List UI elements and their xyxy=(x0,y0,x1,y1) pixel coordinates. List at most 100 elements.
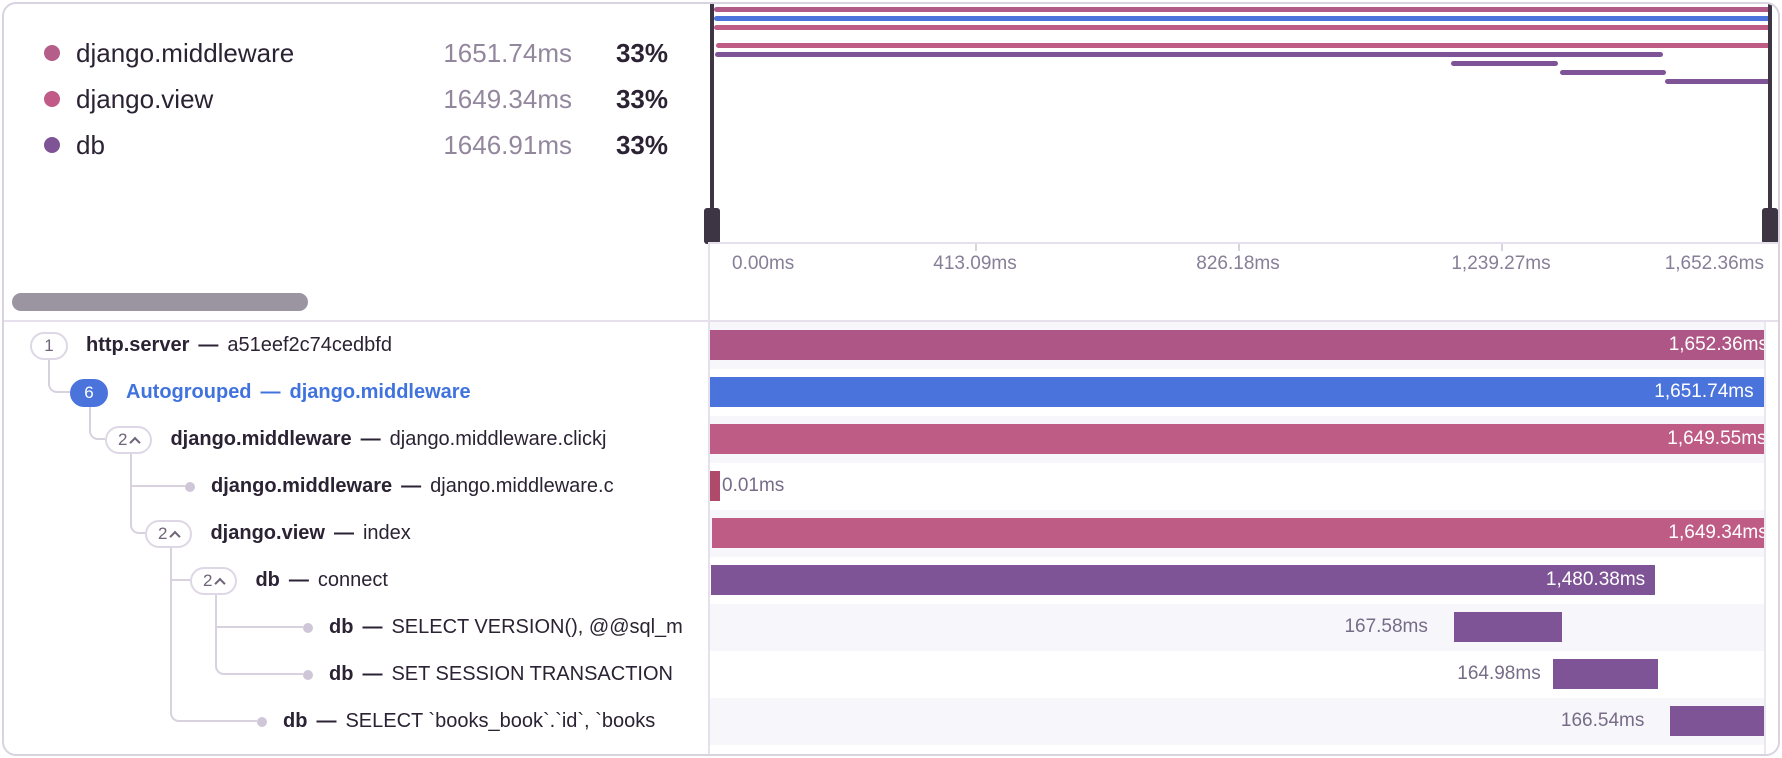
span-tree-cell: django.middleware — django.middleware.c xyxy=(4,463,710,510)
minimap-left-drag-handle[interactable] xyxy=(704,208,720,244)
chevron-up-icon xyxy=(169,530,182,543)
span-children-count-badge[interactable]: 2 xyxy=(145,519,193,548)
autogroup-count-badge[interactable]: 6 xyxy=(70,378,108,407)
leaf-dot-icon xyxy=(185,481,195,492)
span-row-db-select-version[interactable]: db — SELECT VERSION(), @@sql_m 167.58ms xyxy=(4,604,1778,651)
span-separator: — xyxy=(260,381,281,403)
span-separator: — xyxy=(360,428,381,450)
span-row-autogrouped[interactable]: 6 Autogrouped — django.middleware 1,651.74… xyxy=(4,369,1778,416)
trace-minimap[interactable] xyxy=(704,4,1778,244)
span-duration-label: 164.98ms xyxy=(1457,663,1541,684)
panel-divider[interactable] xyxy=(708,242,710,754)
span-duration-label: 0.01ms xyxy=(722,475,785,496)
span-bar-cell: 0.01ms xyxy=(710,463,1764,510)
span-tree-cell: 2 django.view — index xyxy=(4,510,710,557)
op-percent: 33% xyxy=(615,129,668,160)
span-separator: — xyxy=(362,616,383,638)
axis-tick-label: 1,239.27ms xyxy=(1451,253,1551,274)
span-duration-label: 1,649.55ms xyxy=(1667,428,1767,449)
span-row-db-set-session[interactable]: db — SET SESSION TRANSACTION 164.98ms xyxy=(4,651,1778,698)
minimap-left-boundary xyxy=(710,4,714,210)
time-axis: 0.00ms 413.09ms 826.18ms 1,239.27ms 1,65… xyxy=(708,242,1778,284)
minimap-span-bar xyxy=(715,43,1772,48)
op-percent: 33% xyxy=(615,83,668,114)
span-tree-cell: 2 django.middleware — django.middleware.cl… xyxy=(4,416,710,463)
span-description: django.middleware xyxy=(289,381,471,403)
span-children-count-badge[interactable]: 1 xyxy=(30,331,68,360)
span-bar-cell: 1,649.55ms xyxy=(710,416,1778,463)
op-percent: 33% xyxy=(615,37,668,68)
span-op: http.server xyxy=(86,334,190,356)
span-description: index xyxy=(362,522,411,544)
axis-tick-label: 826.18ms xyxy=(1196,253,1280,274)
span-duration-bar[interactable]: 1,652.36ms xyxy=(710,330,1778,360)
horizontal-scrollbar-thumb[interactable] xyxy=(12,293,308,311)
span-row-django-view[interactable]: 2 django.view — index 1,649.34ms xyxy=(4,510,1778,557)
span-description: django.middleware.c xyxy=(430,475,614,497)
ops-breakdown-row: django.view 1649.34ms 33% xyxy=(4,76,704,122)
leaf-dot-icon xyxy=(303,622,313,633)
span-duration-bar[interactable]: 1,649.34ms xyxy=(711,518,1778,548)
span-duration-label: 1,652.36ms xyxy=(1668,334,1768,355)
span-children-count-badge[interactable]: 2 xyxy=(190,566,238,595)
minimap-right-drag-handle[interactable] xyxy=(1762,208,1778,244)
op-duration: 1646.91ms xyxy=(443,129,572,160)
span-separator: — xyxy=(401,475,422,497)
time-axis-inner: 0.00ms 413.09ms 826.18ms 1,239.27ms 1,65… xyxy=(712,244,1764,284)
span-children-count-badge[interactable]: 2 xyxy=(105,425,153,454)
span-tree-cell: db — SET SESSION TRANSACTION xyxy=(4,651,710,698)
op-name: db xyxy=(76,129,105,160)
span-duration-label: 1,649.34ms xyxy=(1668,522,1768,543)
span-row-middleware-group[interactable]: 2 django.middleware — django.middleware.cl… xyxy=(4,416,1778,463)
span-description: SELECT `books_book`.`id`, `books xyxy=(345,710,656,732)
span-separator: — xyxy=(333,522,354,544)
span-rows: 1 http.server — a51eef2c74cedbfd 1,652.36m… xyxy=(4,322,1778,754)
op-name: django.view xyxy=(76,83,214,114)
leaf-dot-icon xyxy=(257,716,267,727)
ops-breakdown-row: django.middleware 1651.74ms 33% xyxy=(4,30,704,76)
span-duration-bar[interactable]: 1,480.38ms xyxy=(710,565,1656,595)
minimap-span-bar xyxy=(714,25,1771,30)
minimap-span-bar xyxy=(1559,70,1666,75)
span-tree-cell: db — SELECT `books_book`.`id`, `books xyxy=(4,698,710,745)
span-row-db-connect[interactable]: 2 db — connect 1,480.38ms xyxy=(4,557,1778,604)
op-color-dot xyxy=(44,91,60,107)
minimap-span-bar xyxy=(1450,61,1559,66)
minimap-span-bar xyxy=(1665,79,1772,84)
axis-tick-mark xyxy=(975,244,977,251)
minimap-span-bar xyxy=(714,52,1663,57)
span-duration-label: 166.54ms xyxy=(1560,710,1645,731)
horizontal-scroll-strip xyxy=(4,284,1778,322)
span-separator: — xyxy=(362,663,383,685)
span-bar-cell: 1,480.38ms xyxy=(710,557,1764,604)
minimap-span-bar xyxy=(714,16,1772,21)
span-duration-bar[interactable] xyxy=(1552,659,1658,689)
span-tree-cell: 6 Autogrouped — django.middleware xyxy=(4,369,710,416)
span-bar-cell: 1,652.36ms xyxy=(710,322,1778,369)
op-name: django.middleware xyxy=(76,37,295,68)
span-duration-label: 167.58ms xyxy=(1344,616,1428,637)
span-op: db xyxy=(329,663,354,685)
minimap-bars xyxy=(714,4,1772,242)
vertical-scrollbar-track[interactable] xyxy=(1764,322,1778,754)
axis-tick-label: 0.00ms xyxy=(732,253,795,274)
span-duration-bar[interactable] xyxy=(1670,706,1778,736)
span-op: db xyxy=(329,616,354,638)
span-duration-bar[interactable]: 1,649.55ms xyxy=(710,424,1777,454)
span-description: django.middleware.clickj xyxy=(389,428,607,450)
ops-breakdown-row: db 1646.91ms 33% xyxy=(4,122,704,168)
minimap-span-bar xyxy=(714,7,1772,12)
span-tree-cell: db — SELECT VERSION(), @@sql_m xyxy=(4,604,710,651)
span-row-db-select-books[interactable]: db — SELECT `books_book`.`id`, `books 166.… xyxy=(4,698,1778,745)
span-duration-bar[interactable]: 1,651.74ms xyxy=(710,377,1764,407)
span-duration-bar[interactable] xyxy=(1453,612,1563,642)
span-row-middleware-leaf[interactable]: django.middleware — django.middleware.c 0.… xyxy=(4,463,1778,510)
op-color-dot xyxy=(44,137,60,153)
op-duration: 1651.74ms xyxy=(443,37,572,68)
span-tree-cell: 2 db — connect xyxy=(4,557,710,604)
span-bar-cell: 164.98ms xyxy=(710,651,1764,698)
span-row-http-server[interactable]: 1 http.server — a51eef2c74cedbfd 1,652.36m… xyxy=(4,322,1778,369)
span-duration-bar[interactable] xyxy=(710,471,720,501)
span-description: a51eef2c74cedbfd xyxy=(227,334,392,356)
